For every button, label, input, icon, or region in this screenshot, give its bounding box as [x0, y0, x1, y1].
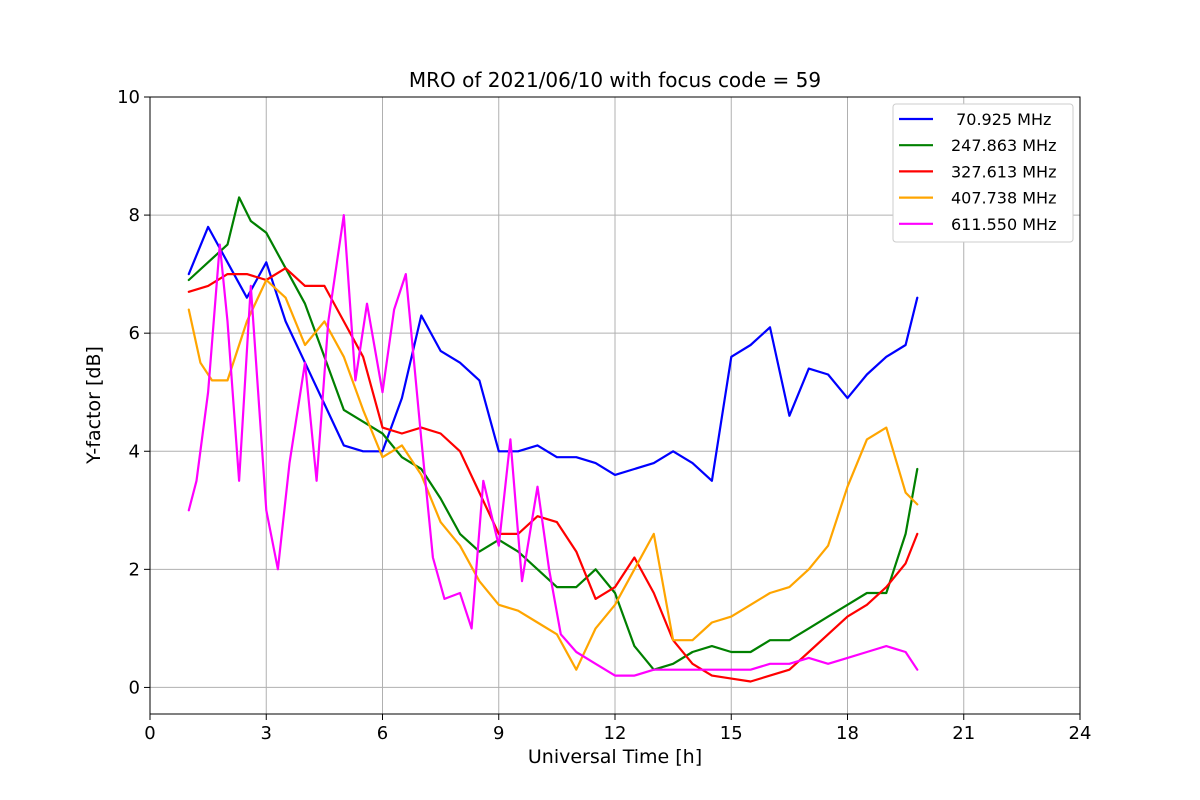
x-tick-label: 24: [1069, 723, 1092, 744]
legend-box: [892, 103, 1074, 243]
series-layer: [187, 196, 919, 683]
x-tick-label: 9: [493, 723, 504, 744]
legend-label: 327.613 MHz: [951, 162, 1056, 181]
grid: [149, 96, 1081, 714]
y-tick-label: 6: [129, 323, 140, 344]
x-tick-label: 3: [261, 723, 272, 744]
legend-label: 247.863 MHz: [951, 136, 1056, 155]
y-tick-label: 8: [129, 205, 140, 226]
legend: 70.925 MHz 247.863 MHz 327.613 MHz 407.738 …: [892, 103, 1074, 243]
legend-label: 70.925 MHz: [951, 110, 1051, 129]
series-line-5: [187, 214, 919, 677]
x-tick-label: 6: [377, 723, 388, 744]
y-tick-label: 0: [129, 677, 140, 698]
chart-title: MRO of 2021/06/10 with focus code = 59: [409, 68, 821, 92]
x-tick-label: 0: [144, 723, 155, 744]
y-tick-label: 4: [129, 441, 140, 462]
series-line-2: [187, 196, 919, 671]
y-tick-label: 10: [117, 87, 140, 108]
y-axis-ticks: 0 2 4 6 8 10: [117, 87, 150, 698]
series-line-1: [187, 225, 919, 482]
x-tick-label: 12: [604, 723, 627, 744]
x-axis-ticks: 0 3 6 9 12 15 18 21 24: [144, 714, 1091, 744]
x-tick-label: 18: [836, 723, 859, 744]
y-tick-label: 2: [129, 559, 140, 580]
series-line-4: [187, 278, 919, 671]
y-axis-label: Y-factor [dB]: [83, 346, 105, 465]
legend-label: 407.738 MHz: [951, 189, 1056, 208]
x-tick-label: 15: [720, 723, 743, 744]
x-tick-label: 21: [952, 723, 975, 744]
legend-label: 611.550 MHz: [951, 215, 1056, 234]
series-line-3: [187, 267, 919, 683]
x-axis-label: Universal Time [h]: [528, 746, 702, 768]
